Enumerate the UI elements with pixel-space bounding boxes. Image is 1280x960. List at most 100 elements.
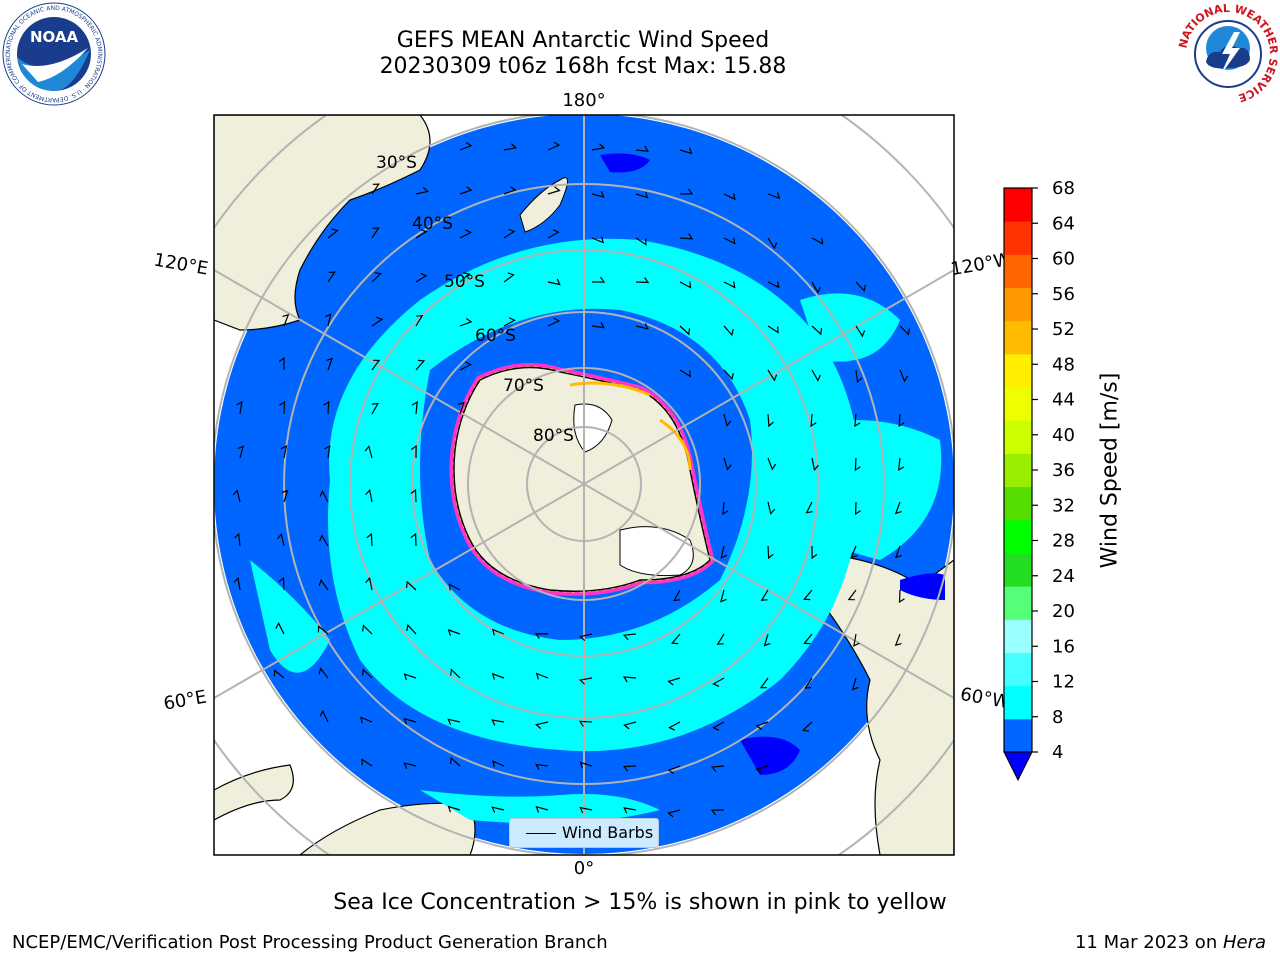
- sea-ice-note: Sea Ice Concentration > 15% is shown in …: [333, 890, 947, 915]
- wind-barb: [855, 281, 866, 292]
- wind-barb: [273, 669, 285, 679]
- wind-barb: [679, 188, 694, 195]
- wind-barb: [853, 633, 860, 647]
- colorbar-segment: [1004, 420, 1032, 454]
- wind-barb: [278, 576, 285, 591]
- wind-barb: [591, 322, 605, 329]
- wind-barb: [767, 237, 778, 250]
- wind-barb: [415, 315, 424, 327]
- graticule: [214, 115, 954, 855]
- colorbar-tick-label: 56: [1052, 284, 1075, 305]
- wind-barb: [767, 192, 781, 200]
- wind-barb: [723, 369, 734, 381]
- wind-barb: [361, 668, 373, 679]
- wind-barb: [459, 141, 473, 151]
- wind-barb: [591, 191, 605, 198]
- wind-barb: [547, 186, 561, 195]
- wind-barb: [763, 633, 771, 647]
- wind-barb: [894, 501, 902, 515]
- wind-barb: [720, 589, 727, 603]
- colorbar-segment: [1004, 453, 1032, 488]
- wind-barb: [317, 625, 329, 635]
- africa-land: [214, 764, 294, 821]
- wind-barb: [810, 413, 817, 428]
- wind-barb: [415, 272, 428, 283]
- wind-barb: [459, 186, 473, 195]
- wind-barb: [811, 369, 821, 382]
- wind-barb: [759, 677, 769, 689]
- wind-barb: [371, 183, 380, 195]
- wind-barb: [364, 445, 373, 459]
- wind-barb: [534, 763, 549, 770]
- colorbar-tick-label: 4: [1052, 742, 1063, 763]
- credit-text: NCEP/EMC/Verification Post Processing Pr…: [12, 932, 608, 953]
- map-frame: [213, 114, 955, 856]
- wind-barb: [410, 488, 417, 503]
- wind-barb: [898, 413, 905, 428]
- chart-title: GEFS MEAN Antarctic Wind Speed: [396, 28, 770, 53]
- wind-barb: [723, 237, 736, 245]
- wind-barb: [898, 589, 905, 604]
- wind-barb: [547, 317, 561, 327]
- colorbar-segment: [1004, 221, 1032, 255]
- noaa-text: NOAA: [30, 28, 79, 46]
- wind-barb: [578, 720, 593, 727]
- chart-subtitle: 20230309 t06z 168h fcst Max: 15.88: [379, 54, 787, 79]
- wind-barb: [811, 545, 818, 560]
- wind-barb: [801, 721, 813, 732]
- wind-barb: [668, 721, 681, 731]
- colorbar-tick-label: 68: [1052, 178, 1075, 199]
- wind-barb: [547, 141, 561, 151]
- wind-barb: [327, 228, 339, 239]
- wind-barb: [723, 193, 736, 201]
- wind-barb: [578, 677, 593, 685]
- wind-barb: [635, 277, 650, 284]
- wind-barb: [679, 233, 694, 240]
- legend-label: Wind Barbs: [562, 823, 654, 842]
- wind-barb: [623, 721, 637, 730]
- lat-label-60s: 60°S: [475, 326, 516, 346]
- wind-barb: [535, 721, 549, 730]
- wind-barb: [535, 672, 549, 680]
- wind-barb: [535, 805, 549, 813]
- wind-barb: [767, 325, 779, 334]
- wind-barb: [579, 761, 593, 769]
- wind-barb: [503, 317, 516, 327]
- wind-barb: [366, 532, 373, 547]
- colorbar-segment: [1004, 619, 1032, 653]
- wind-barb: [459, 317, 473, 327]
- wind-barb: [811, 457, 819, 472]
- wind-barb: [635, 237, 647, 246]
- wind-barb: [894, 545, 902, 559]
- wind-barb: [237, 445, 245, 459]
- wind-barb: [371, 272, 382, 283]
- wind-barb: [635, 145, 650, 153]
- wind-barb: [534, 633, 549, 640]
- wind-barb: [592, 276, 606, 283]
- wind-barb: [410, 444, 417, 459]
- colorbar-tick-label: 60: [1052, 249, 1075, 270]
- colorbar-segment: [1004, 254, 1032, 289]
- date-text: 11 Mar 2023 on: [1074, 932, 1223, 953]
- wind-barb: [371, 402, 379, 415]
- wind-barb: [805, 501, 813, 514]
- wind-barb: [667, 677, 681, 686]
- wind-barb: [371, 359, 381, 371]
- wind-barb: [899, 369, 909, 383]
- wind-barb: [716, 633, 725, 645]
- colorbar-tick-label: 52: [1052, 319, 1075, 340]
- wind-barb: [723, 413, 732, 427]
- lat-label-50s: 50°S: [444, 272, 485, 292]
- noaa-logo: NATIONAL OCEANIC AND ATMOSPHERIC ADMINIS…: [2, 2, 106, 106]
- wind-barb: [403, 673, 417, 681]
- wind-barb: [547, 278, 561, 286]
- wind-barb: [722, 501, 729, 516]
- colorbar-tick-label: 12: [1052, 672, 1075, 693]
- wind-barb: [679, 281, 692, 289]
- wind-barb: [492, 760, 505, 768]
- madagascar-land: [299, 802, 476, 855]
- lon-label-0: 0°: [574, 858, 594, 879]
- wind-barb: [623, 807, 637, 814]
- wind-barb: [275, 621, 285, 635]
- wind-barb: [667, 809, 681, 818]
